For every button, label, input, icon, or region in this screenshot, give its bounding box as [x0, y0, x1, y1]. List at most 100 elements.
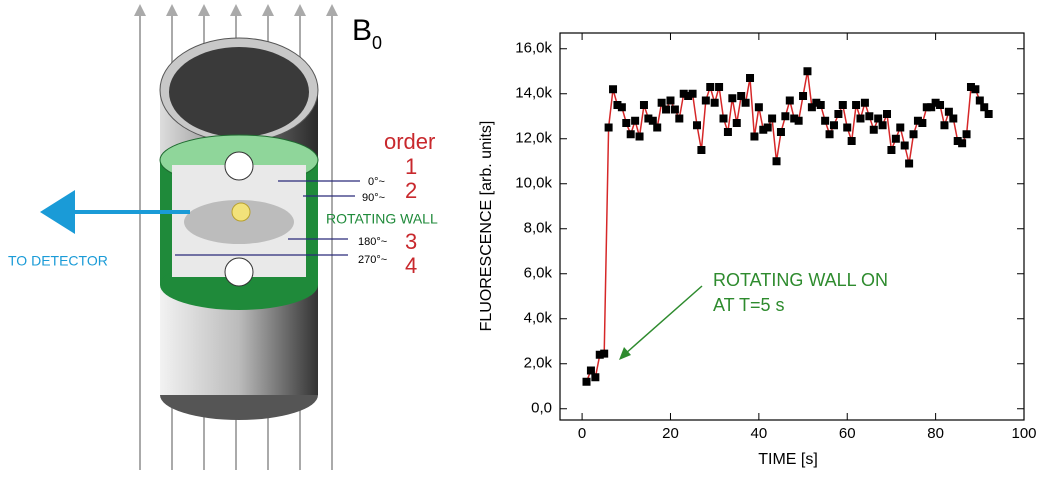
data-point	[790, 114, 799, 123]
data-point	[653, 123, 662, 132]
data-point	[900, 141, 909, 150]
data-point	[843, 123, 852, 132]
data-point	[692, 121, 701, 130]
data-point	[719, 114, 728, 123]
data-point	[763, 123, 772, 132]
data-point	[838, 101, 847, 109]
y-tick-label: 14,0k	[515, 85, 552, 102]
data-point	[829, 121, 838, 130]
data-point	[631, 116, 640, 125]
trap-center	[184, 200, 294, 244]
data-point	[657, 98, 666, 107]
data-point	[940, 121, 949, 130]
angle: 180°~	[358, 236, 387, 248]
data-point	[816, 101, 825, 109]
data-point	[746, 74, 755, 82]
plot-frame	[559, 32, 1025, 421]
data-point	[586, 366, 595, 375]
ions	[231, 202, 251, 222]
data-point	[962, 130, 971, 139]
y-tick-label: 6,0k	[524, 265, 553, 282]
order: 1	[405, 154, 417, 179]
data-point	[666, 96, 675, 105]
x-tick-label: 80	[927, 425, 944, 442]
x-tick-label: 0	[578, 425, 586, 442]
hole-bottom	[224, 257, 254, 287]
data-point	[595, 350, 604, 359]
data-point	[887, 146, 896, 154]
data-point	[635, 132, 644, 141]
data-point	[975, 96, 984, 105]
data-point	[922, 103, 931, 112]
data-point	[953, 137, 962, 145]
x-tick-label: 40	[751, 425, 768, 442]
data-point	[648, 116, 657, 125]
data-point	[675, 114, 684, 123]
data-point	[600, 349, 609, 358]
data-point	[869, 125, 878, 134]
data-point	[737, 92, 746, 100]
data-point	[812, 98, 821, 107]
data-point	[622, 119, 631, 127]
data-point	[626, 130, 635, 139]
data-point	[909, 130, 918, 139]
data-point	[980, 103, 989, 112]
data-point	[949, 114, 958, 123]
field-label: B	[352, 14, 372, 47]
data-point	[878, 121, 887, 130]
data-point	[679, 89, 688, 98]
y-tick-label: 2,0k	[524, 355, 553, 372]
field-subscript: 0	[372, 33, 382, 53]
data-point	[905, 159, 914, 168]
annotation: AT T=5 s	[713, 295, 785, 315]
y-tick-label: 16,0k	[515, 40, 552, 57]
data-point	[617, 103, 626, 112]
data-point	[706, 83, 715, 91]
data-point	[723, 128, 732, 136]
annotation-arrowhead	[619, 347, 631, 360]
y-tick-label: 4,0k	[524, 310, 553, 327]
data-point	[741, 98, 750, 107]
angle-lines	[175, 180, 360, 256]
data-point	[825, 130, 834, 139]
angle: 0°~	[368, 176, 385, 188]
data-point	[613, 101, 622, 109]
data-point	[732, 119, 741, 127]
data-point	[750, 132, 759, 141]
order: 3	[405, 229, 417, 254]
order-title: order	[384, 129, 435, 154]
data-point	[701, 96, 710, 105]
data-point	[874, 114, 883, 123]
data-point	[971, 85, 980, 94]
data-point	[913, 116, 922, 125]
data-point	[856, 114, 865, 123]
y-tick-label: 0,0	[531, 400, 552, 417]
data-point	[644, 114, 653, 123]
data-point	[697, 146, 706, 154]
data-point	[944, 107, 953, 116]
data-point	[883, 110, 892, 118]
data-point	[754, 103, 763, 112]
wall-label: ROTATING WALL	[326, 211, 438, 227]
data-point	[847, 137, 856, 145]
data-point	[582, 377, 591, 386]
data-point	[604, 123, 613, 132]
data-point	[860, 98, 869, 107]
x-tick-label: 100	[1011, 425, 1036, 442]
data-point	[865, 112, 874, 121]
data-point	[759, 125, 768, 134]
detector-label: TO DETECTOR	[8, 253, 108, 269]
annotation-arrow	[624, 285, 703, 355]
x-tick-label: 60	[839, 425, 856, 442]
data-point	[918, 119, 927, 127]
data-point	[834, 110, 843, 118]
data-point	[803, 67, 812, 76]
data-point	[768, 114, 777, 123]
data-point	[609, 85, 618, 94]
angle: 270°~	[358, 254, 387, 266]
diagram: B 0 order 1 2 3 4 0°~ 90°~ 180°~ 270°~ R…	[8, 4, 438, 470]
data-point	[591, 373, 600, 382]
x-tick-label: 20	[662, 425, 679, 442]
data-point	[662, 105, 671, 114]
